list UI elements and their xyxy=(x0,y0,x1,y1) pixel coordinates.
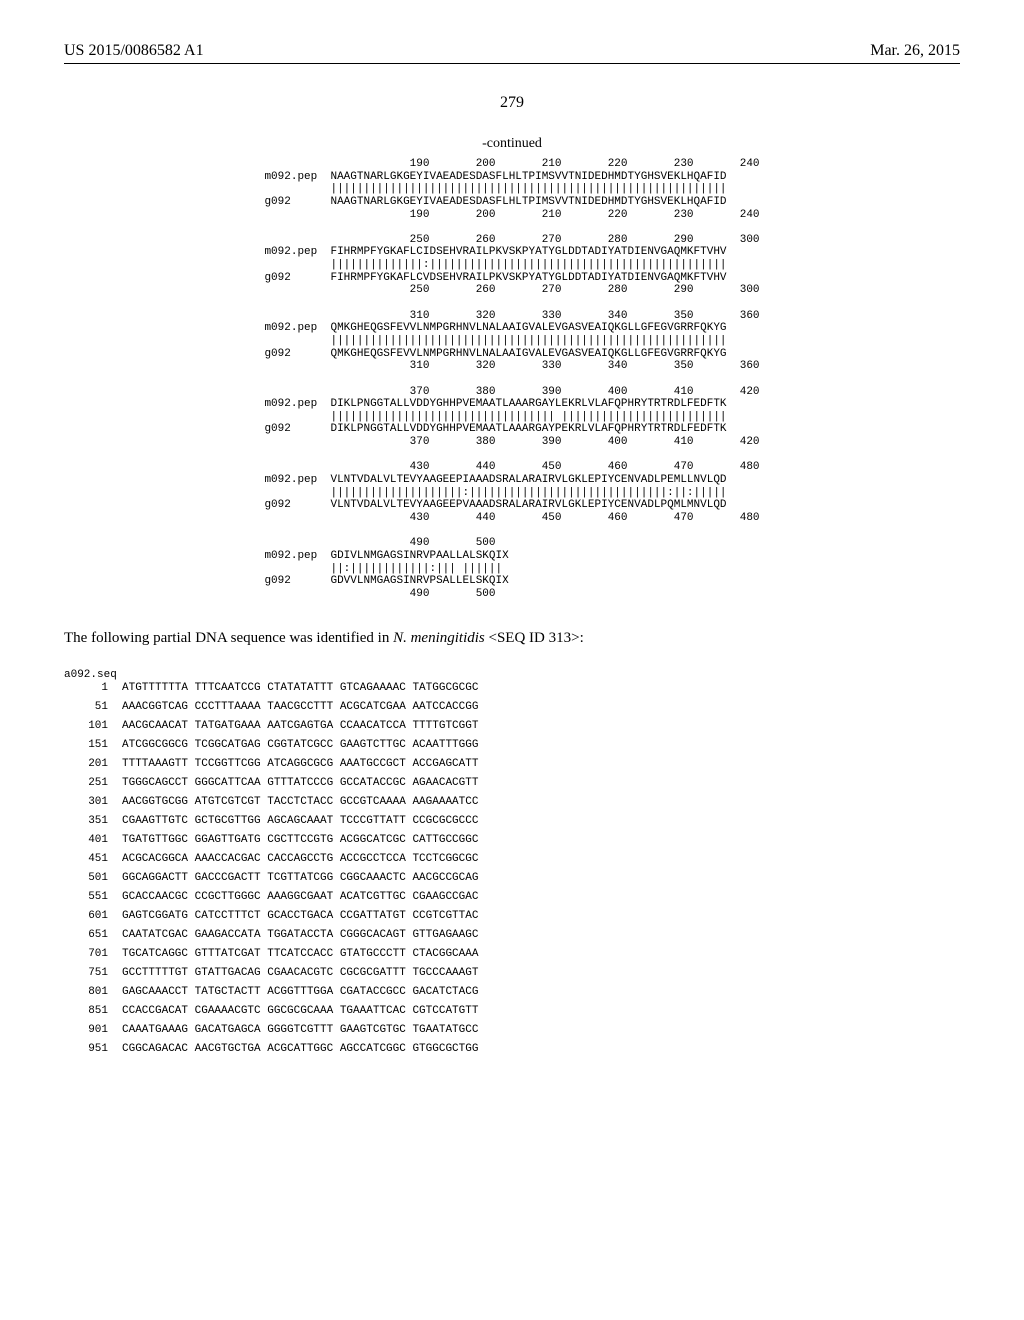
dna-seq-position: 601 xyxy=(64,910,108,922)
dna-seq-data: GAGTCGGATG CATCCTTTCT GCACCTGACA CCGATTA… xyxy=(122,910,478,922)
dna-seq-row: 751 GCCTTTTTGT GTATTGACAG CGAACACGTC CGCG… xyxy=(64,967,960,979)
page-header: US 2015/0086582 A1 Mar. 26, 2015 xyxy=(64,42,960,64)
dna-seq-data: GCACCAACGC CCGCTTGGGC AAAGGCGAAT ACATCGT… xyxy=(122,891,478,903)
publication-number: US 2015/0086582 A1 xyxy=(64,42,204,60)
dna-seq-data: CGAAGTTGTC GCTGCGTTGG AGCAGCAAAT TCCCGTT… xyxy=(122,815,478,827)
dna-seq-row: 501 GGCAGGACTT GACCCGACTT TCGTTATCGG CGGC… xyxy=(64,872,960,884)
dna-seq-data: TTTTAAAGTT TCCGGTTCGG ATCAGGCGCG AAATGCC… xyxy=(122,758,478,770)
dna-seq-row: 401 TGATGTTGGC GGAGTTGATG CGCTTCCGTG ACGG… xyxy=(64,834,960,846)
narrative-suffix: <SEQ ID 313>: xyxy=(485,630,584,646)
dna-seq-position: 401 xyxy=(64,834,108,846)
dna-seq-position: 851 xyxy=(64,1005,108,1017)
continued-label: -continued xyxy=(64,136,960,152)
dna-seq-data: GGCAGGACTT GACCCGACTT TCGTTATCGG CGGCAAA… xyxy=(122,872,478,884)
dna-seq-data: GAGCAAACCT TATGCTACTT ACGGTTTGGA CGATACC… xyxy=(122,986,478,998)
dna-seq-data: AACGGTGCGG ATGTCGTCGT TACCTCTACC GCCGTCA… xyxy=(122,796,478,808)
dna-seq-position: 351 xyxy=(64,815,108,827)
dna-seq-data: CAAATGAAAG GACATGAGCA GGGGTCGTTT GAAGTCG… xyxy=(122,1024,478,1036)
dna-seq-row: 1 ATGTTTTTTA TTTCAATCCG CTATATATTT GTCAGA… xyxy=(64,682,960,694)
dna-seq-position: 651 xyxy=(64,929,108,941)
dna-seq-position: 701 xyxy=(64,948,108,960)
dna-seq-position: 951 xyxy=(64,1043,108,1055)
dna-sequence-block: 1 ATGTTTTTTA TTTCAATCCG CTATATATTT GTCAGA… xyxy=(64,682,960,1055)
dna-seq-row: 901 CAAATGAAAG GACATGAGCA GGGGTCGTTT GAAG… xyxy=(64,1024,960,1036)
dna-seq-data: ACGCACGGCA AAACCACGAC CACCAGCCTG ACCGCCT… xyxy=(122,853,478,865)
dna-seq-position: 1 xyxy=(64,682,108,694)
dna-seq-row: 101 AACGCAACAT TATGATGAAA AATCGAGTGA CCAA… xyxy=(64,720,960,732)
dna-seq-name: a092.seq xyxy=(64,669,960,682)
dna-seq-row: 601 GAGTCGGATG CATCCTTTCT GCACCTGACA CCGA… xyxy=(64,910,960,922)
dna-seq-data: CCACCGACAT CGAAAACGTC GGCGCGCAAA TGAAATT… xyxy=(122,1005,478,1017)
dna-seq-position: 751 xyxy=(64,967,108,979)
dna-seq-position: 801 xyxy=(64,986,108,998)
narrative-species: N. meningitidis xyxy=(393,630,485,646)
dna-seq-row: 801 GAGCAAACCT TATGCTACTT ACGGTTTGGA CGAT… xyxy=(64,986,960,998)
publication-date: Mar. 26, 2015 xyxy=(870,42,960,60)
dna-seq-position: 501 xyxy=(64,872,108,884)
dna-seq-row: 701 TGCATCAGGC GTTTATCGAT TTCATCCACC GTAT… xyxy=(64,948,960,960)
dna-seq-data: ATCGGCGGCG TCGGCATGAG CGGTATCGCC GAAGTCT… xyxy=(122,739,478,751)
dna-seq-position: 51 xyxy=(64,701,108,713)
dna-seq-position: 101 xyxy=(64,720,108,732)
dna-seq-data: TGATGTTGGC GGAGTTGATG CGCTTCCGTG ACGGCAT… xyxy=(122,834,478,846)
dna-seq-position: 901 xyxy=(64,1024,108,1036)
dna-seq-row: 201 TTTTAAAGTT TCCGGTTCGG ATCAGGCGCG AAAT… xyxy=(64,758,960,770)
dna-seq-data: AAACGGTCAG CCCTTTAAAA TAACGCCTTT ACGCATC… xyxy=(122,701,478,713)
dna-seq-position: 301 xyxy=(64,796,108,808)
dna-seq-data: TGGGCAGCCT GGGCATTCAA GTTTATCCCG GCCATAC… xyxy=(122,777,478,789)
narrative-text: The following partial DNA sequence was i… xyxy=(64,630,960,647)
dna-seq-data: CGGCAGACAC AACGTGCTGA ACGCATTGGC AGCCATC… xyxy=(122,1043,478,1055)
dna-seq-position: 451 xyxy=(64,853,108,865)
dna-seq-data: GCCTTTTTGT GTATTGACAG CGAACACGTC CGCGCGA… xyxy=(122,967,478,979)
dna-seq-row: 451 ACGCACGGCA AAACCACGAC CACCAGCCTG ACCG… xyxy=(64,853,960,865)
dna-seq-row: 851 CCACCGACAT CGAAAACGTC GGCGCGCAAA TGAA… xyxy=(64,1005,960,1017)
dna-seq-row: 151 ATCGGCGGCG TCGGCATGAG CGGTATCGCC GAAG… xyxy=(64,739,960,751)
dna-seq-row: 51 AAACGGTCAG CCCTTTAAAA TAACGCCTTT ACGCA… xyxy=(64,701,960,713)
dna-seq-position: 151 xyxy=(64,739,108,751)
page-number: 279 xyxy=(64,94,960,112)
sequence-alignment: 190 200 210 220 230 240 m092.pep NAAGTNA… xyxy=(264,158,759,600)
dna-seq-position: 201 xyxy=(64,758,108,770)
dna-seq-position: 251 xyxy=(64,777,108,789)
dna-seq-row: 951 CGGCAGACAC AACGTGCTGA ACGCATTGGC AGCC… xyxy=(64,1043,960,1055)
dna-seq-row: 651 CAATATCGAC GAAGACCATA TGGATACCTA CGGG… xyxy=(64,929,960,941)
narrative-prefix: The following partial DNA sequence was i… xyxy=(64,630,393,646)
dna-seq-data: ATGTTTTTTA TTTCAATCCG CTATATATTT GTCAGAA… xyxy=(122,682,478,694)
dna-seq-data: CAATATCGAC GAAGACCATA TGGATACCTA CGGGCAC… xyxy=(122,929,478,941)
dna-seq-row: 351 CGAAGTTGTC GCTGCGTTGG AGCAGCAAAT TCCC… xyxy=(64,815,960,827)
dna-seq-row: 251 TGGGCAGCCT GGGCATTCAA GTTTATCCCG GCCA… xyxy=(64,777,960,789)
dna-seq-row: 551 GCACCAACGC CCGCTTGGGC AAAGGCGAAT ACAT… xyxy=(64,891,960,903)
dna-seq-data: TGCATCAGGC GTTTATCGAT TTCATCCACC GTATGCC… xyxy=(122,948,478,960)
dna-seq-data: AACGCAACAT TATGATGAAA AATCGAGTGA CCAACAT… xyxy=(122,720,478,732)
dna-seq-position: 551 xyxy=(64,891,108,903)
dna-seq-row: 301 AACGGTGCGG ATGTCGTCGT TACCTCTACC GCCG… xyxy=(64,796,960,808)
